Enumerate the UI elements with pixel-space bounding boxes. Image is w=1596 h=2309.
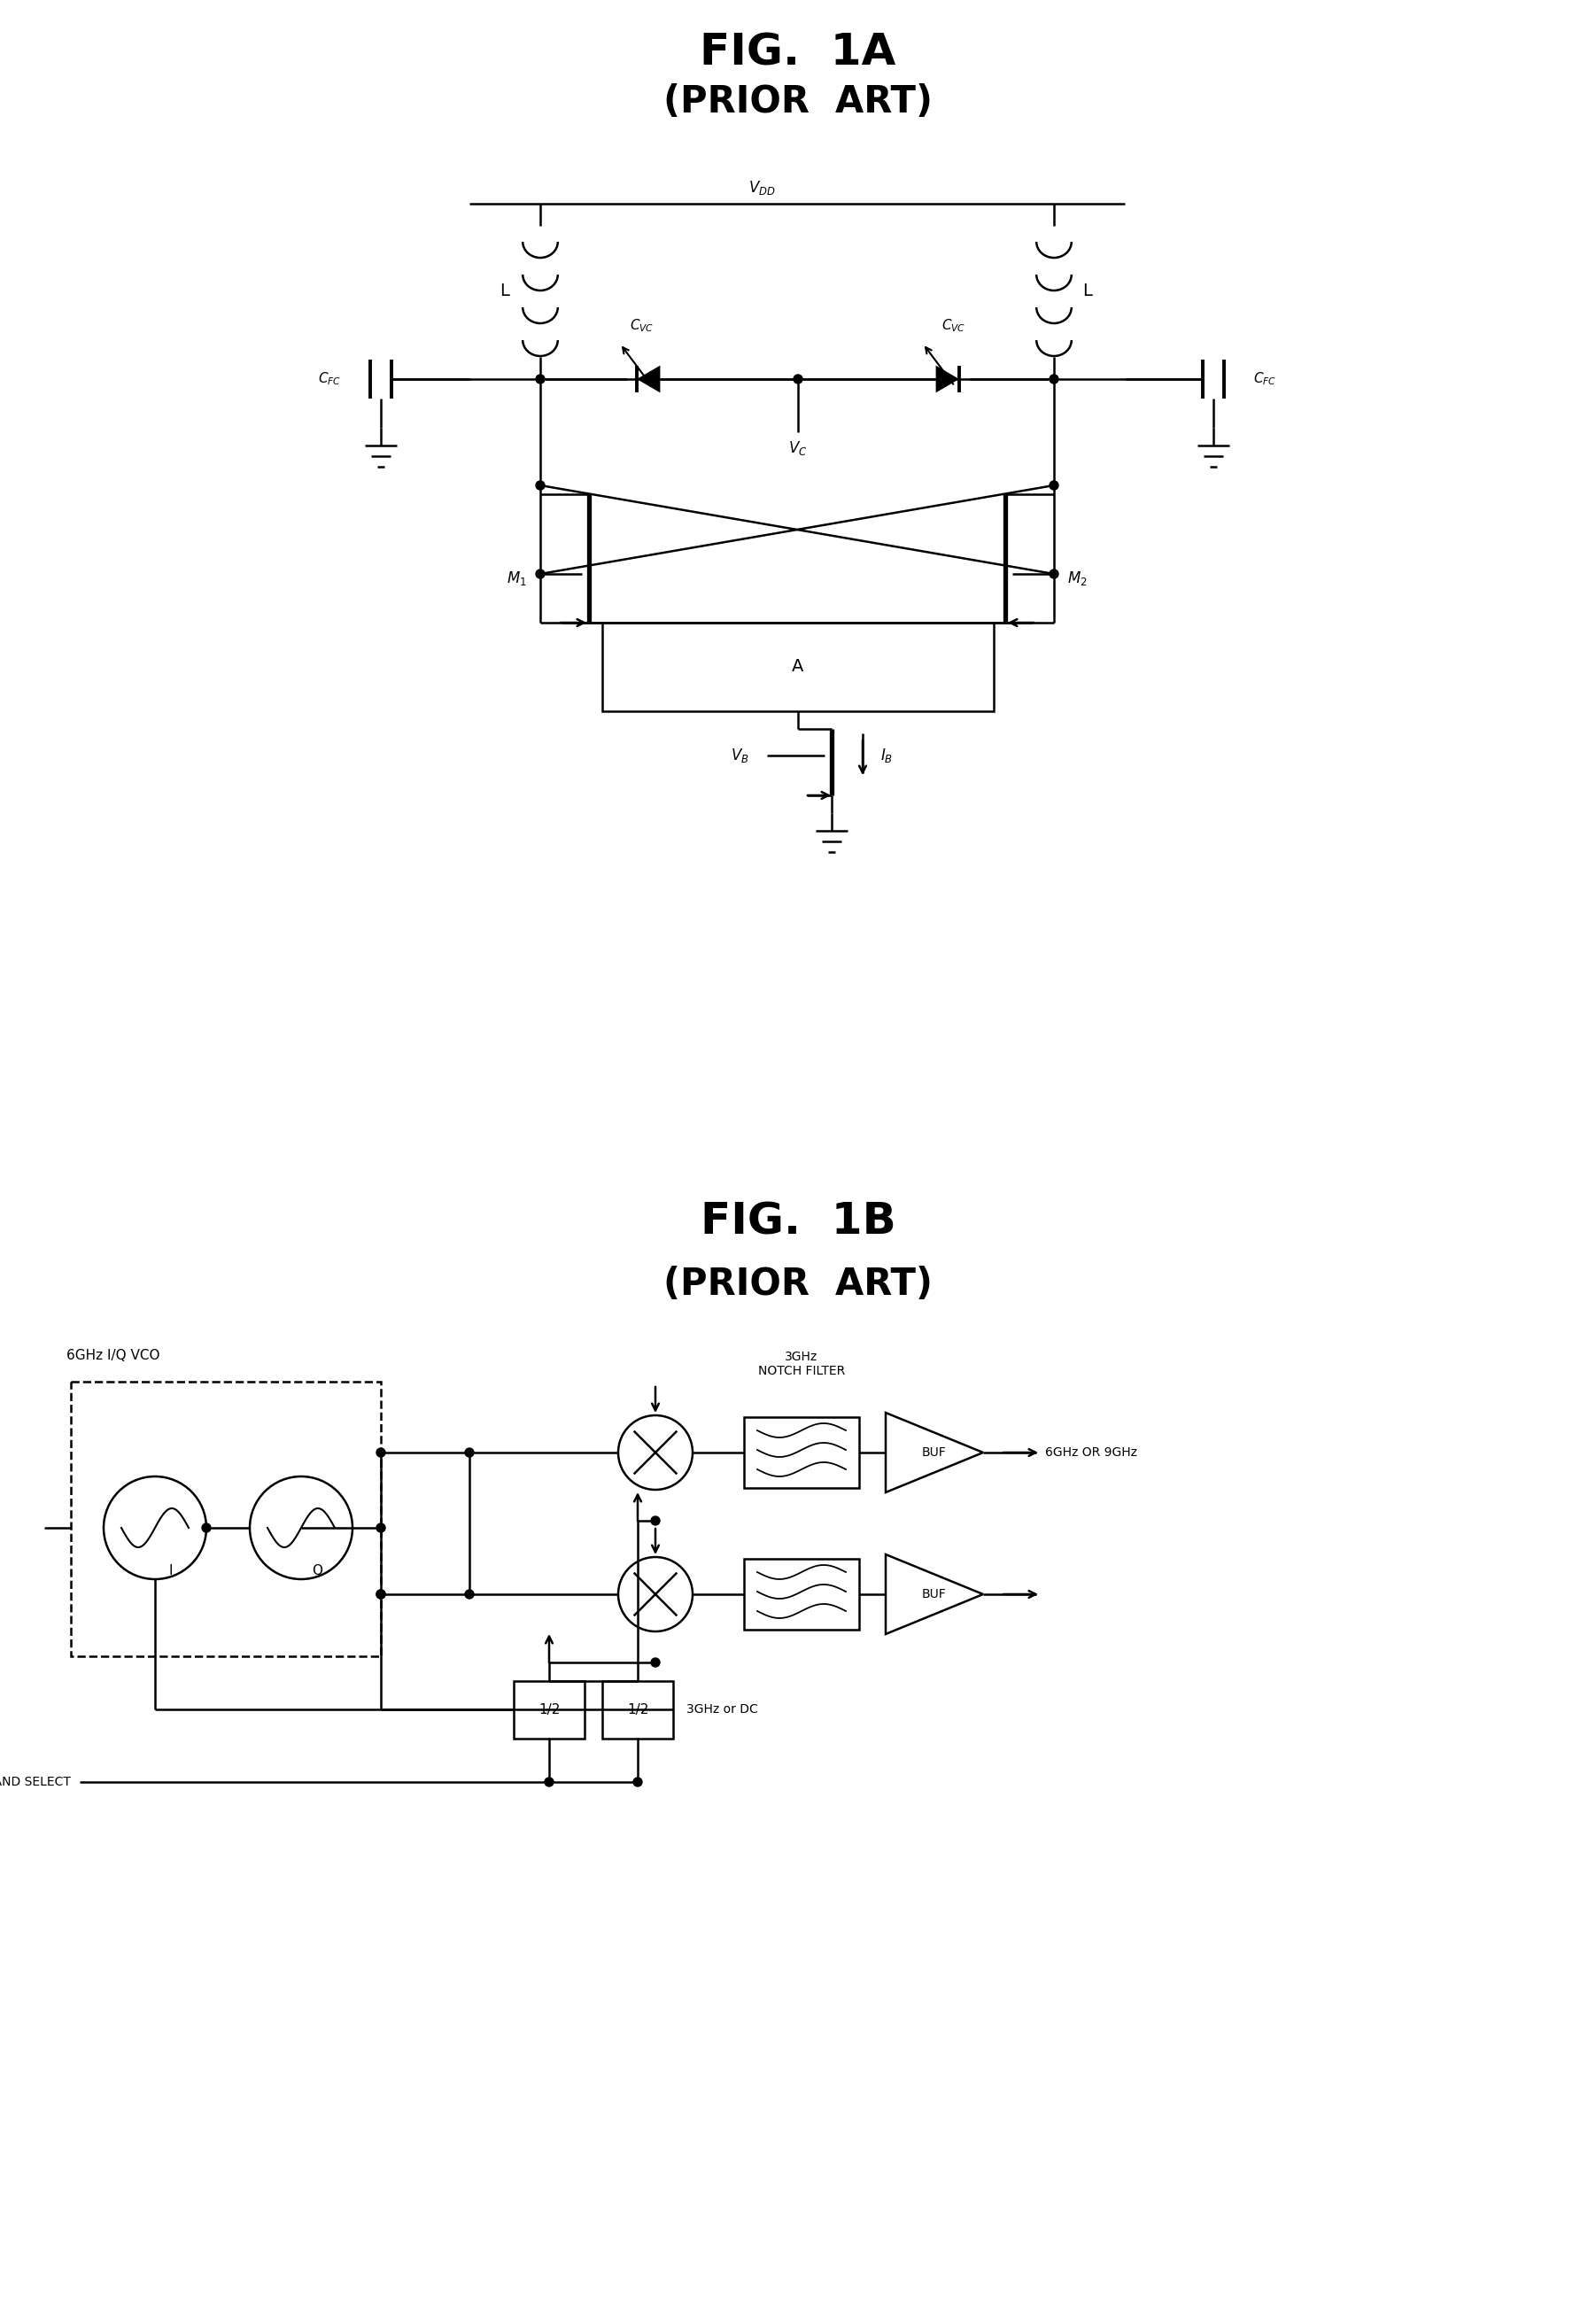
Text: 6GHz I/Q VCO: 6GHz I/Q VCO bbox=[67, 1348, 160, 1362]
Text: 3GHz or DC: 3GHz or DC bbox=[686, 1704, 758, 1716]
Text: $C_{VC}$: $C_{VC}$ bbox=[942, 319, 966, 335]
Bar bbox=[602, 623, 994, 711]
Text: 1/2: 1/2 bbox=[538, 1702, 560, 1716]
Bar bbox=[514, 1681, 584, 1739]
Circle shape bbox=[377, 1448, 385, 1457]
Text: Q: Q bbox=[311, 1563, 322, 1577]
Text: FIG.  1A: FIG. 1A bbox=[701, 32, 895, 74]
Circle shape bbox=[634, 1778, 642, 1787]
Text: $C_{FC}$: $C_{FC}$ bbox=[1253, 372, 1277, 388]
Text: L: L bbox=[1082, 284, 1092, 300]
Bar bbox=[744, 1418, 859, 1487]
Text: BAND SELECT: BAND SELECT bbox=[0, 1776, 70, 1787]
Text: $M_2$: $M_2$ bbox=[1068, 570, 1087, 586]
Circle shape bbox=[1050, 374, 1058, 383]
Text: $C_{VC}$: $C_{VC}$ bbox=[630, 319, 654, 335]
Text: BUF: BUF bbox=[922, 1589, 946, 1600]
Circle shape bbox=[536, 374, 544, 383]
Text: L: L bbox=[500, 284, 509, 300]
Bar bbox=[744, 1559, 859, 1630]
Circle shape bbox=[793, 374, 803, 383]
Text: $V_C$: $V_C$ bbox=[788, 439, 808, 457]
Text: $M_1$: $M_1$ bbox=[508, 570, 527, 586]
Text: $V_{DD}$: $V_{DD}$ bbox=[749, 178, 776, 196]
Text: 6GHz OR 9GHz: 6GHz OR 9GHz bbox=[1045, 1445, 1138, 1459]
Circle shape bbox=[464, 1448, 474, 1457]
Circle shape bbox=[377, 1591, 385, 1598]
Text: $I_B$: $I_B$ bbox=[881, 746, 892, 764]
Text: (PRIOR  ART): (PRIOR ART) bbox=[664, 1265, 932, 1302]
Circle shape bbox=[651, 1517, 659, 1526]
Circle shape bbox=[651, 1658, 659, 1667]
Circle shape bbox=[1050, 480, 1058, 490]
Circle shape bbox=[464, 1591, 474, 1598]
Circle shape bbox=[536, 480, 544, 490]
Text: FIG.  1B: FIG. 1B bbox=[701, 1201, 895, 1245]
Text: A: A bbox=[792, 658, 804, 674]
Text: $C_{FC}$: $C_{FC}$ bbox=[318, 372, 342, 388]
Text: (PRIOR  ART): (PRIOR ART) bbox=[664, 83, 932, 120]
Circle shape bbox=[536, 570, 544, 577]
Polygon shape bbox=[637, 365, 661, 393]
Text: 1/2: 1/2 bbox=[627, 1702, 648, 1716]
Circle shape bbox=[1050, 570, 1058, 577]
Polygon shape bbox=[935, 365, 959, 393]
Bar bbox=[70, 1381, 381, 1656]
Text: BUF: BUF bbox=[922, 1445, 946, 1459]
Text: I: I bbox=[169, 1563, 172, 1577]
Text: 3GHz
NOTCH FILTER: 3GHz NOTCH FILTER bbox=[758, 1351, 844, 1376]
Circle shape bbox=[203, 1524, 211, 1533]
Bar bbox=[602, 1681, 674, 1739]
Circle shape bbox=[377, 1591, 385, 1598]
Circle shape bbox=[544, 1778, 554, 1787]
Text: $V_B$: $V_B$ bbox=[731, 746, 749, 764]
Circle shape bbox=[377, 1524, 385, 1533]
